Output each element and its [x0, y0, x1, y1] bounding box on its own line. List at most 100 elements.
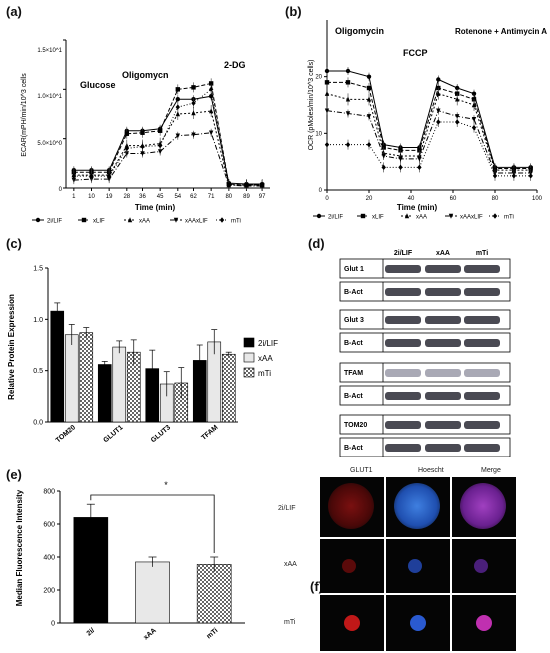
- a-plot: 1 10 19 28 36 45 54 62 71 80 89 97: [63, 39, 270, 200]
- protein-plot: 0.0 0.5 1.0 1.5 TOM20 GLUT1 GLUT3 TFAM: [33, 266, 238, 444]
- panel-c-label: (c): [6, 236, 22, 251]
- b-point-2i-lif-6: [436, 77, 441, 82]
- mfi-plot: 0 200 400 600 800 2i/xAA mTi: [43, 489, 245, 642]
- protein-legend: 2i/LIF xAA mTi: [243, 337, 278, 378]
- panel-d-label: (d): [308, 236, 325, 251]
- b-line-2i-lif: [327, 70, 531, 168]
- micro-col-glut1: GLUT1: [350, 467, 373, 474]
- b-point-xaa-1: [345, 96, 351, 102]
- a-point-xaaxlif-7: [191, 132, 196, 138]
- b-xtick-80: 80: [492, 196, 499, 202]
- mfi-xtick-mti: mTi: [206, 627, 220, 640]
- mfi-y-axis-label: Median Fluorescence Intensity: [15, 489, 24, 606]
- panel-f-label: (f): [310, 579, 323, 594]
- b-point-xaa-8: [471, 102, 477, 108]
- a-xtick-62: 62: [190, 194, 197, 200]
- blot-band-0-1: [425, 265, 461, 273]
- b-ytick-10: 10: [315, 131, 322, 137]
- b-ytick-0: 0: [319, 188, 323, 194]
- a-line-xaa: [73, 110, 263, 186]
- blot-band-3-1: [425, 339, 461, 347]
- blot-band-5-0: [385, 392, 421, 400]
- a-point-xlif-7: [191, 85, 196, 90]
- legend-label-mti: mTi: [231, 219, 241, 225]
- protein-xtick-glut1: GLUT1: [102, 424, 124, 444]
- blot-label-5: B-Act: [344, 393, 363, 400]
- b-point-2i-lif-1: [345, 68, 351, 74]
- mfi-bar-xaa: [135, 561, 170, 624]
- ecar-ytick-1: 5.0×10^0: [37, 141, 62, 147]
- b-point-xaaxlif-7: [455, 114, 460, 120]
- mfi-ytick-0: 0: [51, 621, 55, 628]
- mfi-chart: Median Fluorescence Intensity * 0 200 400 6…: [15, 480, 245, 642]
- a-series-xaaxlif: [71, 128, 265, 191]
- micro-xaa-glut1: [320, 539, 384, 593]
- b-point-mti-8: [471, 124, 477, 131]
- ecar-y-axis-label: ECAR(mPH/min/10^3 cells: [21, 73, 28, 157]
- b-point-xaaxlif-2: [366, 114, 372, 120]
- ecar-legend: 2i/LIF xLIF xAA xAAxLIF mTi: [32, 217, 241, 225]
- a-xtick-10: 10: [88, 194, 95, 200]
- ecar-ytick-2: 1.0×10^1: [37, 94, 62, 100]
- blot-label-0: Glut 1: [344, 266, 364, 273]
- legend-label-2i-lif: 2i/LIF: [47, 219, 62, 225]
- a-point-xaaxlif-5: [157, 149, 163, 155]
- blot-band-2-1: [425, 316, 461, 324]
- protein-legend-label-mti: mTi: [258, 369, 271, 378]
- mfi-bar-2i: [73, 517, 109, 624]
- protein-bar-tom20-mti: [79, 332, 94, 423]
- blot-band-5-1: [425, 392, 461, 400]
- blot-band-3-0: [385, 339, 421, 347]
- mfi-ytick-200: 200: [43, 588, 55, 595]
- legend-label-xaa: xAA: [139, 219, 150, 225]
- blot-band-0-2: [464, 265, 500, 273]
- protein-bar-tom20-2i-lif: [50, 310, 65, 423]
- b-point-xlif-1: [345, 80, 351, 85]
- mfi-significance-star: *: [164, 480, 168, 490]
- a-point-mti-3: [124, 145, 130, 152]
- a-point-2i-lif-8: [208, 94, 214, 99]
- legend-label-xaa: xAA: [416, 215, 427, 221]
- b-series-mti: [324, 117, 533, 181]
- b-point-2i-lif-8: [471, 91, 477, 96]
- blot-band-7-1: [425, 444, 461, 452]
- micro-2ilif-merge: [452, 477, 516, 537]
- b-series-xaaxlif: [324, 106, 533, 177]
- a-xtick-80: 80: [225, 194, 232, 200]
- blot-label-2: Glut 3: [344, 317, 364, 324]
- a-series-mti: [71, 84, 265, 191]
- b-line-xaa: [326, 93, 531, 171]
- b-point-2i-lif-2: [366, 74, 372, 79]
- micro-mti-glut1: [320, 595, 384, 651]
- a-xtick-36: 36: [139, 194, 146, 200]
- b-series-xaa: [324, 87, 533, 177]
- blot-band-6-1: [425, 421, 461, 429]
- b-line-xlif: [327, 81, 531, 169]
- protein-bar-tfam-mti: [221, 353, 236, 423]
- legend-marker-mti: [219, 217, 225, 223]
- panel-f: (f) GLUT1 Hoescht Merge 2i/LIF xAA mTi: [270, 463, 550, 653]
- b-point-mti-6: [436, 119, 441, 125]
- protein-y-axis-label: Relative Protein Expression: [7, 294, 16, 400]
- mfi-xtick-2i: 2i/: [86, 627, 97, 637]
- a-xtick-54: 54: [174, 194, 181, 200]
- protein-xtick-tfam: TFAM: [200, 424, 219, 442]
- blot-band-4-2: [464, 369, 500, 377]
- b-point-xaaxlif-6: [436, 108, 441, 114]
- legend-marker-xaa: [127, 217, 133, 223]
- a-point-mti-8: [208, 86, 214, 93]
- blot-band-1-2: [464, 288, 500, 296]
- a-point-xaa-8: [208, 108, 214, 114]
- micro-mti-hoescht: [386, 595, 450, 651]
- b-xtick-60: 60: [450, 196, 457, 202]
- blot-band-6-0: [385, 421, 421, 429]
- micro-row-mti: mTi: [284, 619, 296, 626]
- a-point-xaaxlif-6: [175, 133, 181, 139]
- blot-label-6: TOM20: [344, 422, 367, 429]
- blot-band-1-1: [425, 288, 461, 296]
- a-point-mti-6: [175, 104, 181, 110]
- b-xtick-0: 0: [325, 196, 329, 202]
- ocr-y-axis-label: OCR (pMoles/min/10^3 cells): [308, 60, 315, 151]
- legend-marker-xaaxlif: [448, 213, 454, 219]
- b-point-mti-2: [366, 141, 372, 148]
